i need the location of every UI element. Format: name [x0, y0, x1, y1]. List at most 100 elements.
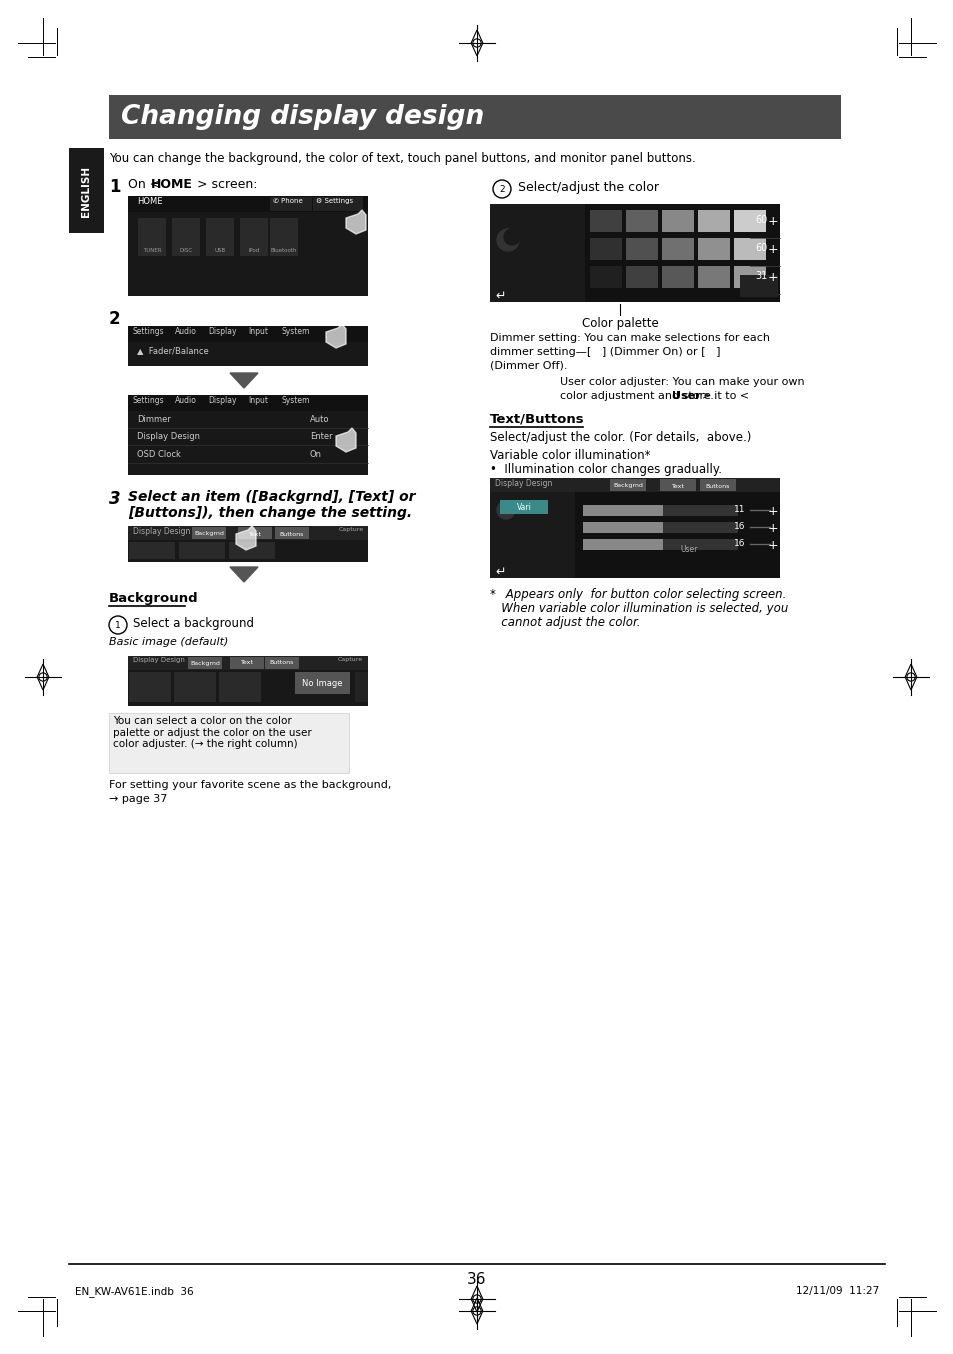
Text: ↵: ↵ — [495, 566, 505, 580]
Circle shape — [497, 229, 518, 250]
Text: ✆ Phone: ✆ Phone — [273, 198, 302, 204]
Text: Capture: Capture — [338, 527, 364, 532]
Bar — [294, 672, 350, 695]
Text: When variable color illumination is selected, you: When variable color illumination is sele… — [490, 603, 787, 615]
Bar — [698, 265, 729, 288]
Text: → page 37: → page 37 — [109, 793, 167, 804]
Bar — [582, 539, 738, 550]
Text: Input: Input — [248, 328, 268, 336]
Text: Backgrnd: Backgrnd — [193, 532, 224, 536]
Text: 2: 2 — [498, 184, 504, 194]
Bar — [128, 196, 368, 213]
Bar — [589, 265, 621, 288]
Bar — [499, 500, 547, 515]
Text: User color adjuster: You can make your own: User color adjuster: You can make your o… — [559, 376, 803, 387]
Text: 12/11/09  11:27: 12/11/09 11:27 — [795, 1286, 878, 1296]
Text: For setting your favorite scene as the background,: For setting your favorite scene as the b… — [109, 780, 391, 789]
Text: Text: Text — [249, 532, 261, 536]
Text: USB: USB — [214, 248, 225, 253]
Bar — [128, 655, 368, 705]
Bar — [270, 196, 312, 211]
Text: ⚙ Settings: ⚙ Settings — [315, 198, 353, 204]
Bar — [582, 505, 738, 516]
Text: dimmer setting—[   ] (Dimmer On) or [   ]: dimmer setting—[ ] (Dimmer On) or [ ] — [490, 347, 720, 357]
Text: > screen:: > screen: — [196, 177, 257, 191]
Bar — [625, 265, 658, 288]
Text: 16: 16 — [733, 523, 744, 531]
Bar — [188, 657, 222, 669]
Text: Display Design: Display Design — [137, 432, 200, 441]
Bar — [733, 210, 765, 232]
Bar — [582, 523, 738, 533]
Bar — [490, 204, 780, 302]
Text: +: + — [767, 215, 778, 227]
Bar — [661, 210, 693, 232]
Text: iPod: iPod — [248, 248, 259, 253]
Text: Color palette: Color palette — [581, 317, 658, 330]
Polygon shape — [230, 567, 257, 582]
Text: Display Design: Display Design — [132, 527, 191, 536]
Bar — [219, 672, 261, 701]
Bar — [274, 527, 309, 539]
Text: Text: Text — [671, 483, 683, 489]
Text: Capture: Capture — [337, 657, 363, 662]
Text: Auto: Auto — [310, 414, 329, 424]
Bar — [237, 527, 272, 539]
Text: Audio: Audio — [174, 328, 196, 336]
Bar — [698, 238, 729, 260]
Text: Select a background: Select a background — [132, 617, 253, 630]
Text: Display: Display — [208, 395, 236, 405]
Text: Display Design: Display Design — [495, 479, 552, 487]
Bar — [661, 238, 693, 260]
Circle shape — [503, 501, 516, 513]
Bar — [733, 238, 765, 260]
Bar — [109, 714, 349, 773]
Text: You can change the background, the color of text, touch panel buttons, and monit: You can change the background, the color… — [109, 152, 695, 165]
Text: On <: On < — [128, 177, 160, 191]
Bar — [109, 95, 841, 139]
Text: No Image: No Image — [301, 678, 342, 688]
Bar — [490, 204, 584, 302]
Text: 60: 60 — [754, 215, 766, 225]
Text: ENGLISH: ENGLISH — [81, 165, 91, 217]
Text: HOME: HOME — [137, 196, 162, 206]
Text: Audio: Audio — [174, 395, 196, 405]
Bar — [128, 525, 368, 562]
Polygon shape — [335, 428, 355, 452]
Text: OSD Clock: OSD Clock — [137, 450, 181, 459]
Text: Enter: Enter — [310, 432, 333, 441]
Text: 11: 11 — [733, 505, 744, 515]
Text: +: + — [767, 242, 778, 256]
Circle shape — [503, 229, 519, 245]
Polygon shape — [346, 210, 366, 234]
Text: ↵: ↵ — [495, 290, 505, 303]
Bar — [490, 478, 780, 578]
Bar — [582, 523, 662, 533]
Text: Buttons: Buttons — [705, 483, 729, 489]
Bar — [313, 196, 363, 211]
Text: Backgrnd: Backgrnd — [190, 661, 220, 666]
Text: 36: 36 — [467, 1271, 486, 1288]
Text: EN_KW-AV61E.indb  36: EN_KW-AV61E.indb 36 — [75, 1286, 193, 1297]
Text: +: + — [767, 505, 778, 519]
Bar — [128, 395, 368, 475]
Text: On: On — [310, 450, 322, 459]
Text: Variable color illumination*: Variable color illumination* — [490, 450, 650, 462]
Text: 31: 31 — [754, 271, 766, 282]
Text: +: + — [767, 271, 778, 284]
Bar — [230, 657, 264, 669]
Text: *: * — [490, 588, 499, 601]
Text: You can select a color on the color
palette or adjust the color on the user
colo: You can select a color on the color pale… — [112, 716, 312, 749]
Text: 2: 2 — [109, 310, 120, 328]
Bar — [173, 672, 215, 701]
Bar — [740, 275, 778, 297]
Text: >.: >. — [701, 391, 714, 401]
Bar — [128, 525, 368, 540]
Bar — [128, 395, 368, 412]
Text: Display: Display — [208, 328, 236, 336]
Text: •  Illumination color changes gradually.: • Illumination color changes gradually. — [490, 463, 721, 477]
Bar — [265, 657, 298, 669]
Text: DISC: DISC — [179, 248, 193, 253]
Bar — [733, 265, 765, 288]
Text: color adjustment and store it to <: color adjustment and store it to < — [559, 391, 748, 401]
